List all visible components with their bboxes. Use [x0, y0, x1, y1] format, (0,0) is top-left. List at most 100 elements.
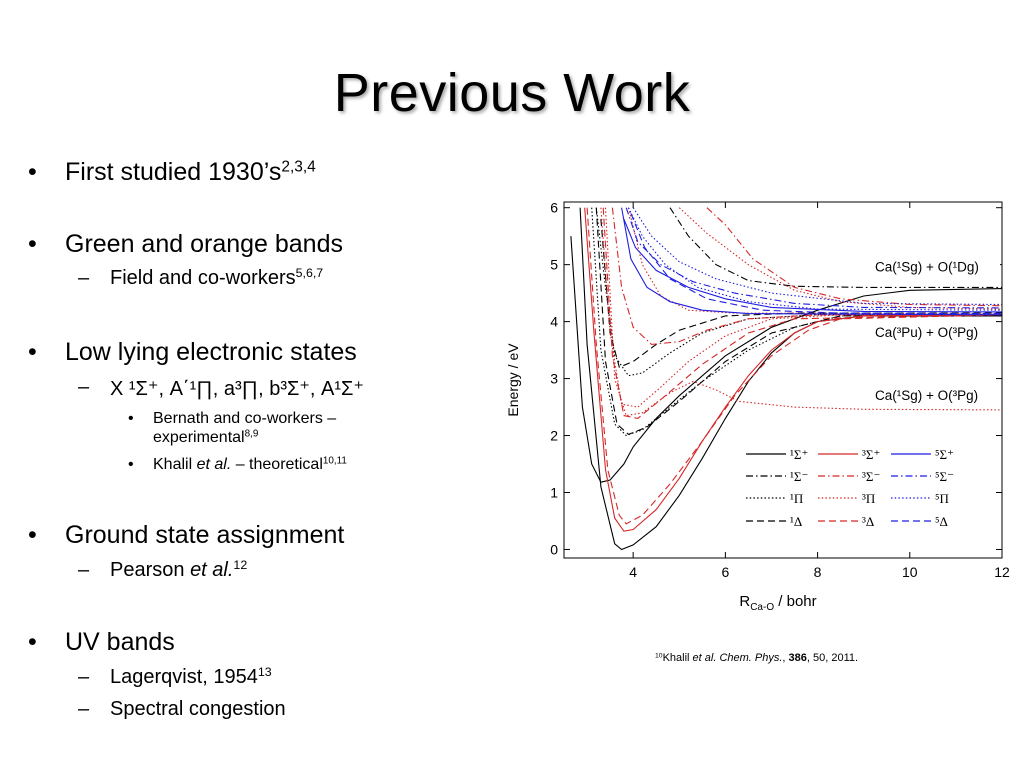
- curve-17: [623, 218, 1002, 313]
- legend-label: ¹Π: [790, 491, 803, 506]
- asymptote-label: Ca(¹Sg) + O(¹Dg): [875, 259, 979, 274]
- subsubbullet-line2: experimental: [153, 429, 245, 446]
- curve-8: [586, 207, 1002, 525]
- curve-10: [600, 207, 1002, 408]
- et-al-text: et al.: [196, 456, 232, 473]
- author-text: Khalil: [153, 456, 197, 473]
- asymptote-labels: Ca(¹Sg) + O(¹Dg) Ca(³Pu) + O(³Pg) Ca(¹Sg) …: [870, 257, 1000, 406]
- x-tick-label: 12: [994, 564, 1010, 580]
- y-tick-label: 3: [550, 371, 558, 387]
- x-tick-label: 10: [902, 564, 918, 580]
- x-tick-label: 8: [814, 564, 822, 580]
- bullet-dot-icon: •: [28, 338, 37, 366]
- x-axis-label-unit: / bohr: [774, 593, 817, 610]
- reference-superscript: 8,9: [244, 428, 259, 440]
- y-tick-label: 0: [550, 541, 558, 557]
- legend-label: ⁵Δ: [935, 514, 948, 529]
- bullet-text: Low lying electronic states: [65, 338, 357, 366]
- curve-12: [611, 207, 1002, 345]
- bullet-text: Ground state assignment: [65, 521, 345, 549]
- caption-superscript: 10: [655, 652, 663, 660]
- curve-18: [625, 207, 1002, 309]
- author-text: Pearson: [110, 559, 191, 581]
- legend-label: ¹Σ⁻: [790, 469, 808, 484]
- y-axis-label: Energy / eV: [505, 343, 521, 417]
- bullet-text: Green and orange bands: [65, 230, 343, 258]
- asymptote-label-bg: [870, 322, 1000, 343]
- bullet-dot-icon: •: [28, 158, 37, 186]
- x-tick-label: 6: [721, 564, 729, 580]
- bullet-text: First studied 1930’s: [65, 158, 282, 186]
- y-tick-label: 5: [550, 257, 558, 273]
- asymptote-label-bg: [870, 257, 1000, 278]
- reference-superscript: 13: [257, 665, 272, 680]
- curve-13: [627, 207, 1002, 315]
- reference-superscript: 5,6,7: [295, 266, 324, 281]
- y-tick-label: 1: [550, 484, 558, 500]
- plot-frame: [563, 201, 1003, 559]
- subbullet-text: Spectral congestion: [110, 698, 286, 720]
- curve-20: [630, 213, 1002, 315]
- bullet-text: UV bands: [65, 628, 175, 656]
- subbullet-text: X ¹Σ⁺, A΄¹∏, a³∏, b³Σ⁺, A¹Σ⁺: [110, 378, 364, 400]
- bullet-dot-icon: •: [128, 410, 134, 427]
- subbullet-text: Field and co-workers: [110, 267, 296, 289]
- asymptote-label: Ca(³Pu) + O(³Pg): [875, 325, 978, 340]
- reference-superscript: 2,3,4: [281, 158, 316, 176]
- reference-superscript: 12: [233, 558, 248, 573]
- asymptote-label-bg: [870, 385, 1000, 406]
- caption-journal: et al. Chem. Phys.: [692, 652, 783, 664]
- caption-volume: 386: [788, 652, 807, 664]
- dash-icon: –: [78, 698, 90, 720]
- curve-4: [600, 219, 1002, 368]
- bullet-dot-icon: •: [28, 628, 37, 656]
- chart-legend: ¹Σ⁺ ³Σ⁺ ⁵Σ⁺ ¹Σ⁻ ³Σ⁻ ⁵Σ⁻ ¹Π ³Π ⁵Π ¹Δ ³Δ ⁵Δ: [746, 447, 954, 529]
- curve-9: [604, 207, 1002, 417]
- asymptote-label: Ca(¹Sg) + O(³Pg): [875, 388, 978, 403]
- curve-2: [669, 207, 1002, 288]
- bullet-dot-icon: •: [28, 230, 37, 258]
- y-tick-label: 2: [550, 428, 558, 444]
- caption-pages: , 50, 2011.: [806, 652, 859, 664]
- dash-icon: –: [78, 559, 90, 581]
- legend-label: ³Σ⁺: [862, 447, 880, 462]
- reference-superscript: 10,11: [322, 455, 347, 467]
- curve-11: [602, 207, 1002, 419]
- curve-7: [584, 207, 1002, 532]
- curve-3: [595, 207, 1002, 377]
- curve-6: [595, 207, 1002, 436]
- bullet-dot-icon: •: [28, 521, 37, 549]
- curve-5: [591, 207, 1002, 437]
- figure-caption: 10Khalil et al. Chem. Phys., 386, 50, 20…: [655, 652, 858, 664]
- x-tick-label: 4: [629, 564, 637, 580]
- dash-icon: –: [78, 666, 90, 688]
- caption-author: Khalil: [662, 652, 693, 664]
- curve-16: [621, 207, 1002, 316]
- curve-1: [570, 236, 1002, 483]
- curve-21: [632, 207, 1002, 306]
- curve-19: [628, 207, 1002, 311]
- legend-label: ⁵Σ⁻: [935, 469, 954, 484]
- x-axis-label: RCa-O / bohr: [739, 593, 816, 613]
- dash-icon: –: [78, 376, 90, 398]
- y-tick-label: 4: [550, 314, 558, 330]
- subbullet-text: Lagerqvist, 1954: [110, 666, 258, 688]
- slide-title: Previous Work: [333, 63, 691, 123]
- curve-14: [706, 207, 1002, 307]
- legend-label: ⁵Π: [935, 491, 949, 506]
- et-al-text: et al.: [190, 559, 234, 581]
- legend-label: ¹Σ⁺: [790, 447, 808, 462]
- caption-separator: ,: [782, 652, 789, 664]
- legend-label: ³Π: [862, 491, 875, 506]
- legend-label: ¹Δ: [790, 514, 802, 529]
- legend-label: ⁵Σ⁺: [935, 447, 954, 462]
- subsubbullet-text: – theoretical: [231, 456, 323, 473]
- curve-group: [570, 207, 1002, 551]
- legend-label: ³Δ: [862, 514, 874, 529]
- dash-icon: –: [78, 267, 90, 289]
- legend-label: ³Σ⁻: [862, 469, 880, 484]
- y-tick-label: 6: [550, 200, 558, 216]
- bullet-dot-icon: •: [128, 456, 134, 473]
